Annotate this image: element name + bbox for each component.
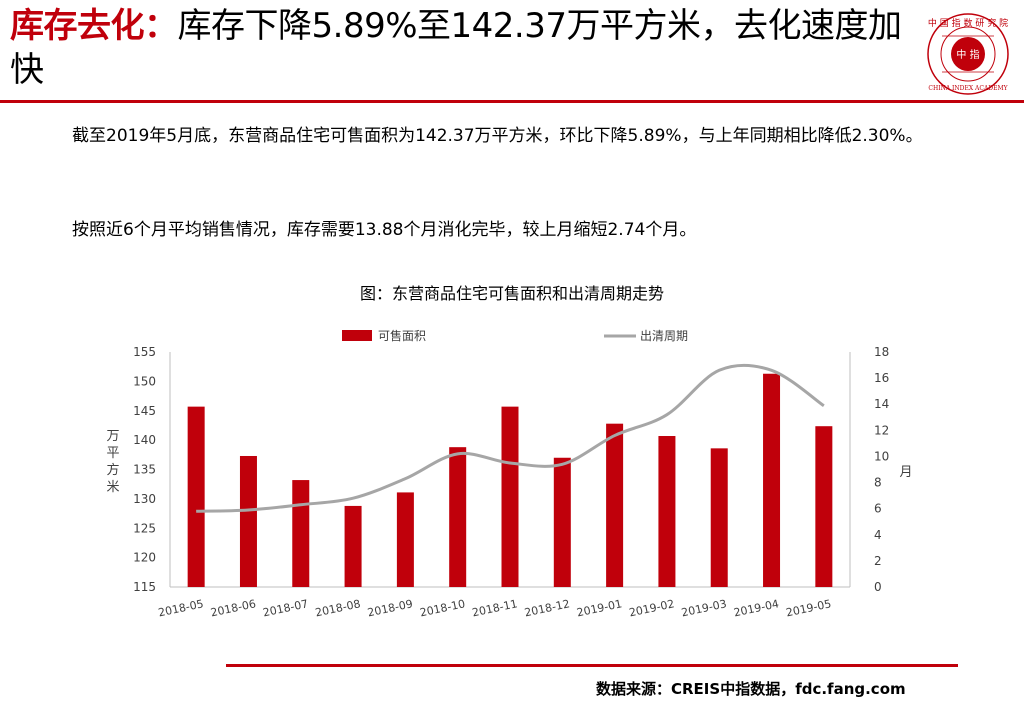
bar <box>815 426 833 587</box>
x-tick-label: 2018-07 <box>262 597 310 619</box>
right-tick-label: 6 <box>874 502 882 516</box>
svg-text:中 国 指 数 研 究 院: 中 国 指 数 研 究 院 <box>928 17 1008 29</box>
bar <box>553 457 571 587</box>
bar <box>449 447 467 587</box>
footer-divider <box>226 664 958 667</box>
bar <box>658 436 676 587</box>
x-tick-label: 2019-03 <box>680 597 728 619</box>
left-tick-label: 145 <box>133 404 156 418</box>
paragraph-clearance: 按照近6个月平均销售情况，库存需要13.88个月消化完毕，较上月缩短2.74个月… <box>72 220 697 240</box>
bar <box>710 448 728 587</box>
x-tick-label: 2018-10 <box>419 597 467 619</box>
bar <box>239 455 257 587</box>
right-tick-label: 10 <box>874 449 889 463</box>
x-tick-label: 2018-06 <box>209 597 257 619</box>
left-tick-label: 150 <box>133 374 156 388</box>
title-divider <box>0 100 1024 103</box>
title-highlight: 库存去化： <box>10 6 178 46</box>
line-path <box>196 363 825 513</box>
y-axis-label-char: 方 <box>106 462 119 478</box>
legend-line-label: 出清周期 <box>640 329 688 343</box>
x-tick-label: 2018-08 <box>314 597 362 619</box>
bar <box>396 492 414 587</box>
left-tick-label: 115 <box>133 580 156 594</box>
paragraph-inventory: 截至2019年5月底，东营商品住宅可售面积为142.37万平方米，环比下降5.8… <box>72 126 923 146</box>
right-tick-label: 12 <box>874 423 889 437</box>
china-index-academy-logo: 中 国 指 数 研 究 院 中 指 CHINA INDEX ACADEMY <box>927 13 1009 95</box>
page-title: 库存去化：库存下降5.89%至142.37万平方米，去化速度加快 <box>10 4 910 92</box>
x-tick-label: 2019-04 <box>732 597 780 619</box>
bar <box>501 406 519 587</box>
left-tick-label: 125 <box>133 521 156 535</box>
x-tick-label: 2019-02 <box>628 597 676 619</box>
right-tick-label: 18 <box>874 345 889 359</box>
x-tick-label: 2018-05 <box>157 597 205 619</box>
left-tick-label: 135 <box>133 463 156 477</box>
right-tick-label: 0 <box>874 580 882 594</box>
legend-bar-swatch <box>342 330 372 341</box>
y-axis-label-char: 万 <box>106 429 119 444</box>
bar <box>344 505 362 587</box>
left-tick-label: 140 <box>133 433 156 447</box>
y2-axis-label: 月 <box>899 465 912 480</box>
svg-text:中 指: 中 指 <box>956 48 979 61</box>
right-tick-label: 16 <box>874 371 889 385</box>
svg-text:CHINA INDEX ACADEMY: CHINA INDEX ACADEMY <box>928 85 1008 92</box>
right-tick-label: 14 <box>874 397 889 411</box>
left-tick-label: 155 <box>133 345 156 359</box>
x-tick-label: 2019-01 <box>576 597 624 619</box>
line-series <box>196 363 825 513</box>
title-text: 库存下降5.89%至142.37万平方米，去化速度加快 <box>10 6 902 90</box>
right-tick-label: 4 <box>874 528 882 542</box>
bar <box>763 373 781 587</box>
chart-title: 图：东营商品住宅可售面积和出清周期走势 <box>359 284 664 303</box>
chart-legend: 可售面积 出清周期 <box>342 328 688 343</box>
legend-bar-label: 可售面积 <box>378 328 426 343</box>
bar-series <box>187 373 833 587</box>
left-tick-label: 120 <box>133 551 156 565</box>
x-tick-label: 2019-05 <box>785 597 833 619</box>
y-axis-label-char: 米 <box>106 480 119 495</box>
data-source: 数据来源：CREIS中指数据，fdc.fang.com <box>596 680 906 698</box>
bar <box>292 480 310 587</box>
x-tick-label: 2018-12 <box>523 597 571 619</box>
right-tick-label: 2 <box>874 554 882 568</box>
bar <box>187 406 205 587</box>
left-tick-label: 130 <box>133 492 156 506</box>
right-tick-label: 8 <box>874 476 882 490</box>
x-tick-label: 2018-11 <box>471 597 519 619</box>
y-axis-label-char: 平 <box>106 446 119 461</box>
x-tick-label: 2018-09 <box>366 597 414 619</box>
bar <box>606 423 624 587</box>
